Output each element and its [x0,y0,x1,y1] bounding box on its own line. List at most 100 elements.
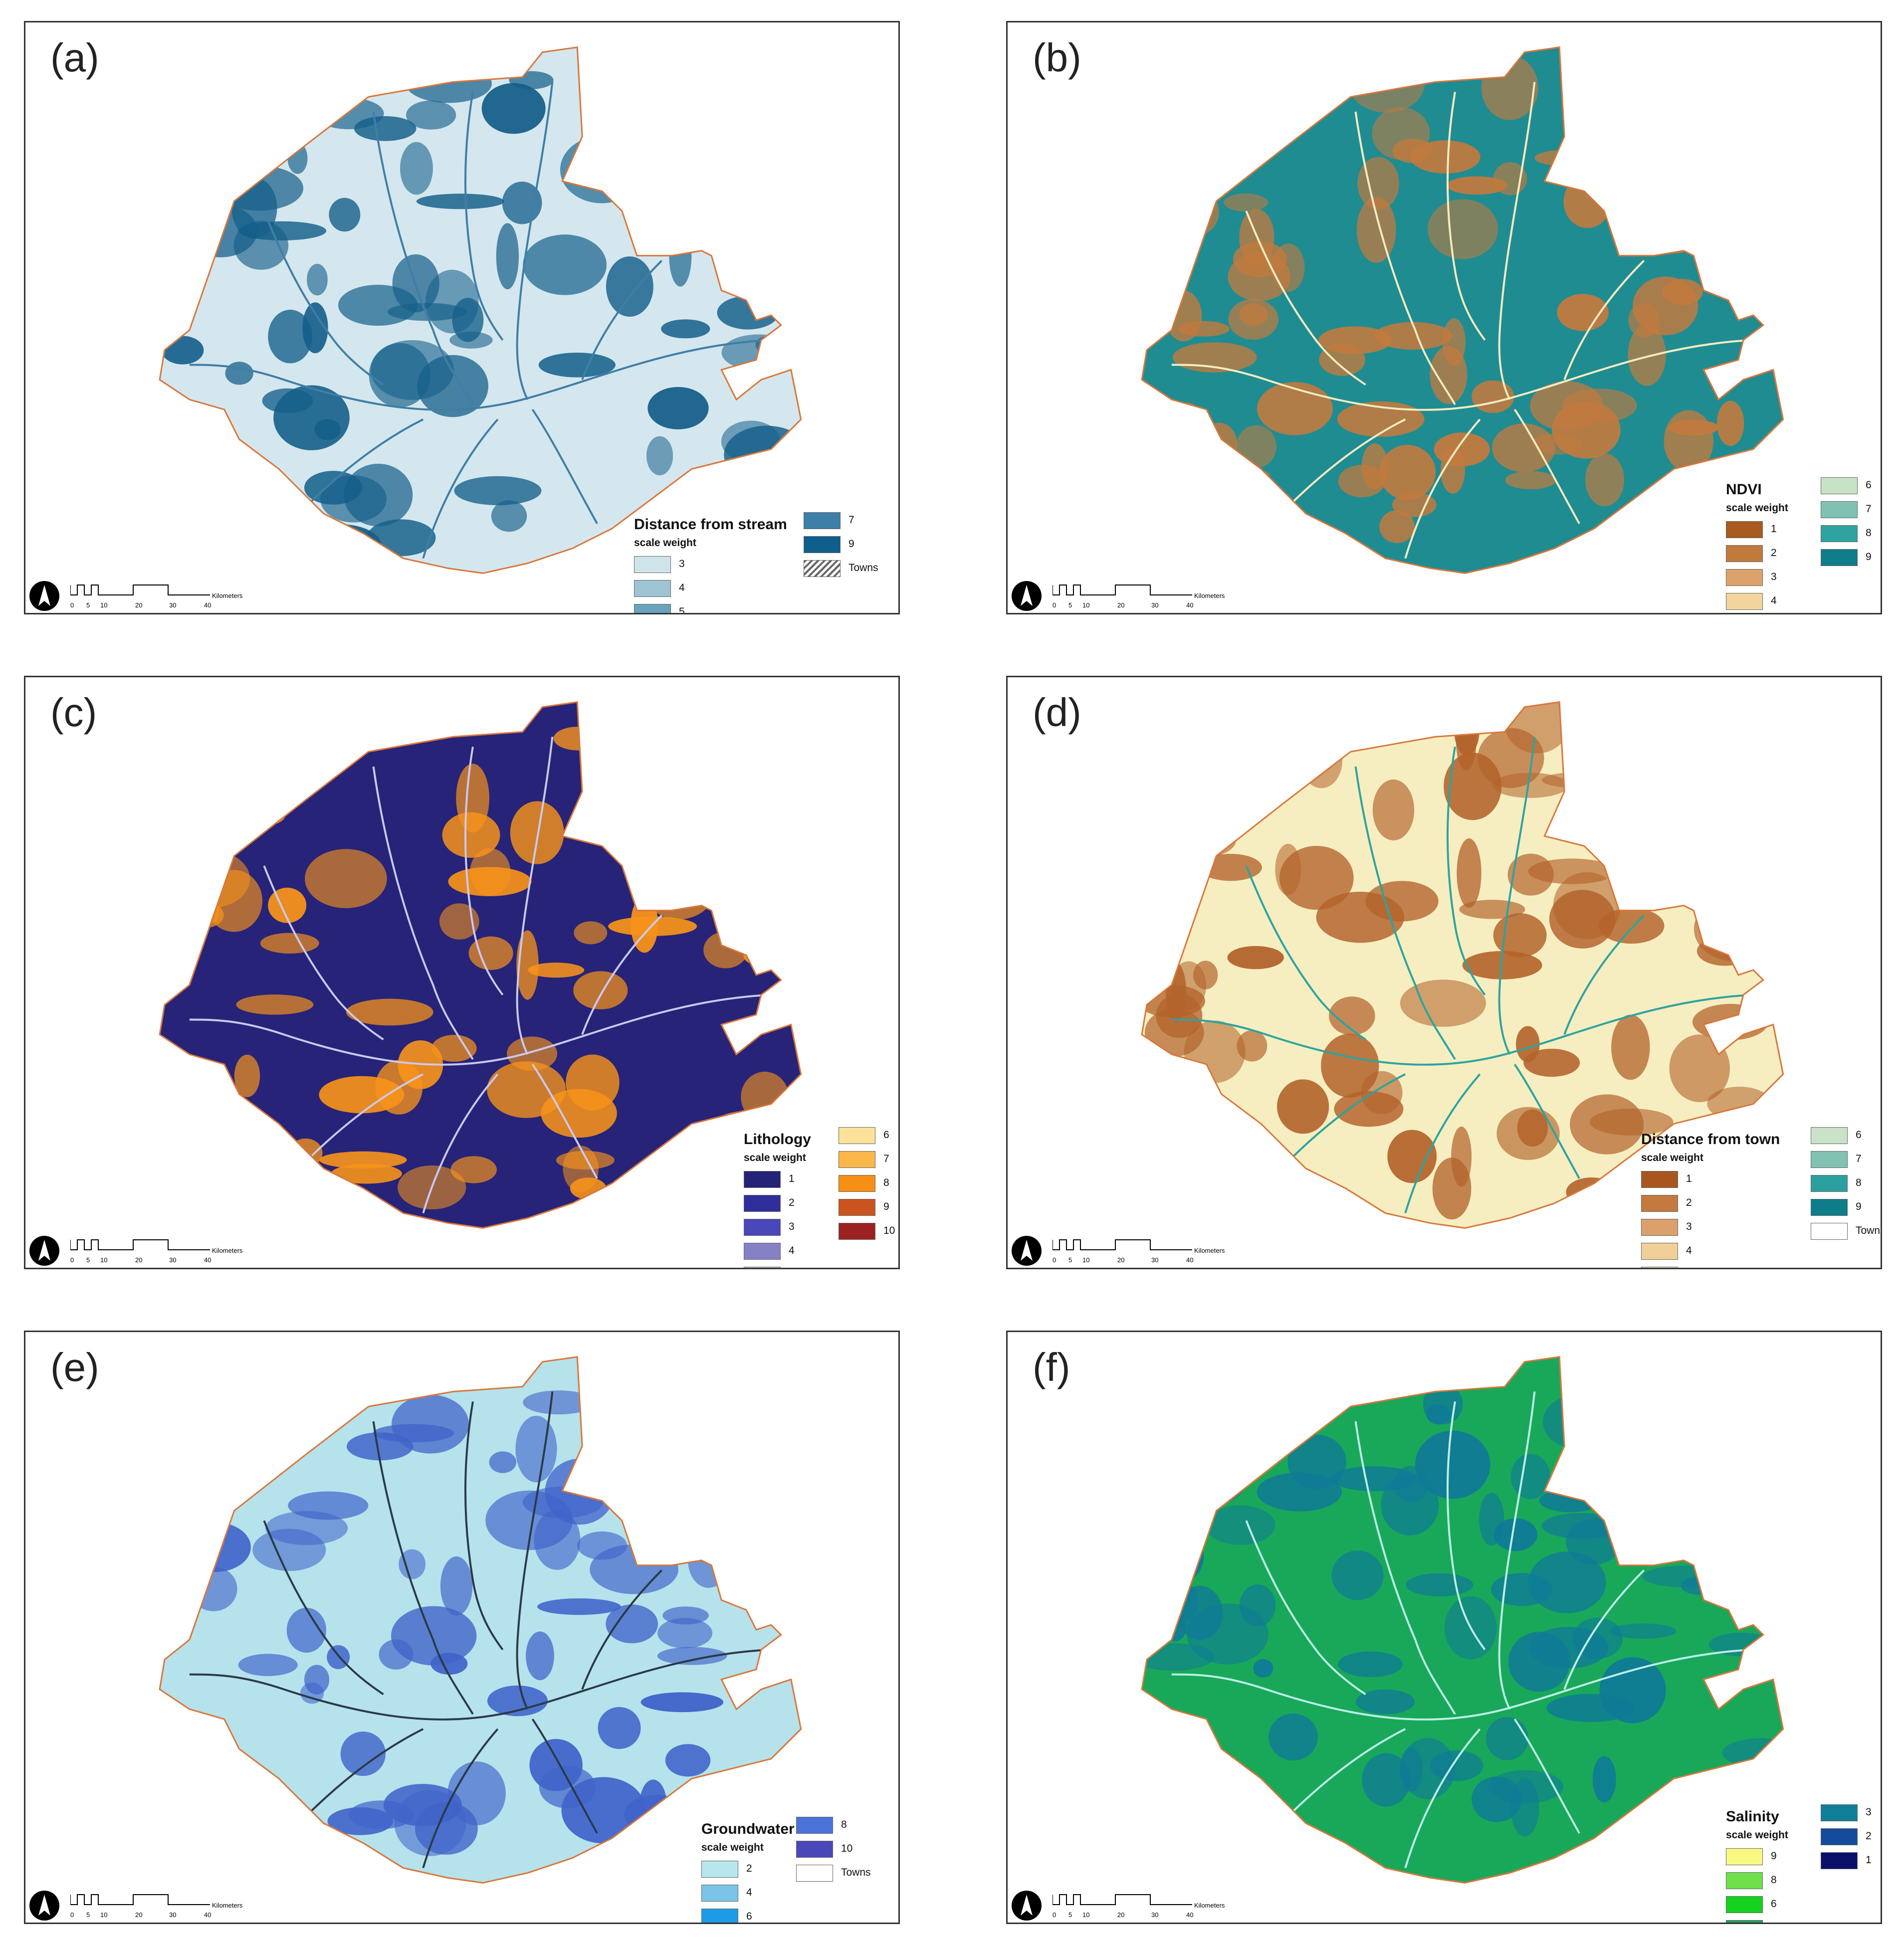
map-patch [606,1604,658,1644]
legend-label: 3 [1866,1806,1872,1818]
map-patch [694,1170,736,1228]
legend-swatch [1811,1151,1848,1168]
scale-bar: 0 5 10 20 30 40 Kilometers [1053,1894,1225,1919]
map-patch [415,1802,478,1855]
map-patch [1570,1094,1644,1155]
stream-line [1285,1073,1406,1165]
map-patch [489,1451,517,1473]
map-patch [440,1556,473,1616]
map-patch [331,1164,402,1184]
legend-swatch [804,536,841,553]
stream-line [1354,1421,1456,1715]
map-patch [1415,1430,1490,1499]
map-patch [656,158,745,179]
map-patch [1668,419,1719,436]
legend-swatch [1641,1219,1678,1236]
stream-line [1171,993,1753,1066]
scale-tick: 5 [1068,1256,1072,1264]
scale-tick: 0 [70,601,74,609]
legend-label: 1 [1771,523,1777,535]
map-patch [234,1054,260,1098]
legend-b: NDVI scale weight 123456789 [1726,477,1881,613]
map-patch [1628,303,1661,338]
stream-line [372,766,474,1060]
stream-line [263,1520,384,1695]
map-patch [1720,202,1775,224]
legend-swatch [1641,1171,1678,1188]
map-patch [171,105,221,132]
legend-label: 7 [883,1153,889,1165]
map-patch [183,204,258,257]
map-patch [1250,1126,1271,1162]
map-patch [1173,82,1244,140]
legend-label: 3 [789,1221,795,1232]
map-patch [1224,193,1268,212]
north-arrow-icon [1012,1236,1042,1266]
map-patch [1508,1632,1570,1692]
map-patch [1392,139,1433,163]
scale-tick: 0 [1053,601,1056,609]
map-patch [167,1424,230,1490]
map-patch [294,1362,348,1405]
map-patch [1167,1556,1195,1579]
map-patch [456,764,489,833]
map-patch [553,727,603,751]
scale-tick: 5 [86,1911,90,1919]
map-patch [1199,466,1270,485]
map-patch [1481,55,1538,120]
panel-label-e: (e) [50,1345,99,1389]
stream-line [1563,1569,1645,1690]
map-patch [1180,1454,1247,1506]
map-patch [442,812,500,858]
map-patch [161,336,204,365]
map-patch [741,1071,789,1123]
stream-line [303,1728,424,1819]
map-patch [1479,1493,1504,1546]
scale-unit: Kilometers [212,1247,243,1254]
map-patch [1441,446,1466,494]
map-patch [1153,819,1237,859]
map-patch [626,1457,701,1478]
legend-swatch [1811,1127,1848,1144]
stream-line [303,418,424,510]
scale-unit: Kilometers [1194,1902,1225,1909]
stream-line [1513,408,1580,524]
legend-label: 2 [1686,1197,1692,1208]
map-patch [1257,382,1333,435]
stream-line [1171,1648,1753,1721]
legend-label: 4 [1686,1245,1692,1256]
legend-title: Groundwater [701,1821,795,1837]
map-patch [1668,1500,1701,1561]
legend-subtitle: scale weight [701,1842,764,1853]
map-patch [448,867,532,897]
map-patch [1603,725,1650,761]
stream-line [464,91,504,341]
legend-title: Salinity [1726,1808,1779,1825]
watershed-boundary [1141,701,1784,1229]
map-patch [711,723,733,748]
legend-e: Groundwater scale weight 2 4 6 8 10 Towns [701,1817,898,1923]
legend-subtitle: scale weight [1641,1152,1703,1164]
map-patch [538,353,616,378]
legend-swatch [1821,1828,1858,1845]
legend-label: 6 [746,1911,752,1922]
stream-line [1354,766,1456,1060]
map-patch [1300,733,1343,788]
map-patch [606,256,653,317]
stream-line [1446,746,1486,995]
watershed-boundary [159,1356,802,1884]
map-patch [1696,936,1753,966]
legend-label: 4 [679,582,685,593]
map-e [159,1356,802,1884]
map-patch [594,747,650,806]
legend-swatch [804,512,841,529]
map-patch [1628,324,1666,386]
map-patch [187,463,250,503]
map-patch [468,936,513,970]
watershed-boundary [1141,46,1784,574]
legend-title: Distance from stream [634,516,787,533]
legend-swatch [839,1151,875,1168]
map-patch [1493,913,1547,958]
map-patch [1338,1651,1403,1677]
map-patch [526,1631,554,1681]
